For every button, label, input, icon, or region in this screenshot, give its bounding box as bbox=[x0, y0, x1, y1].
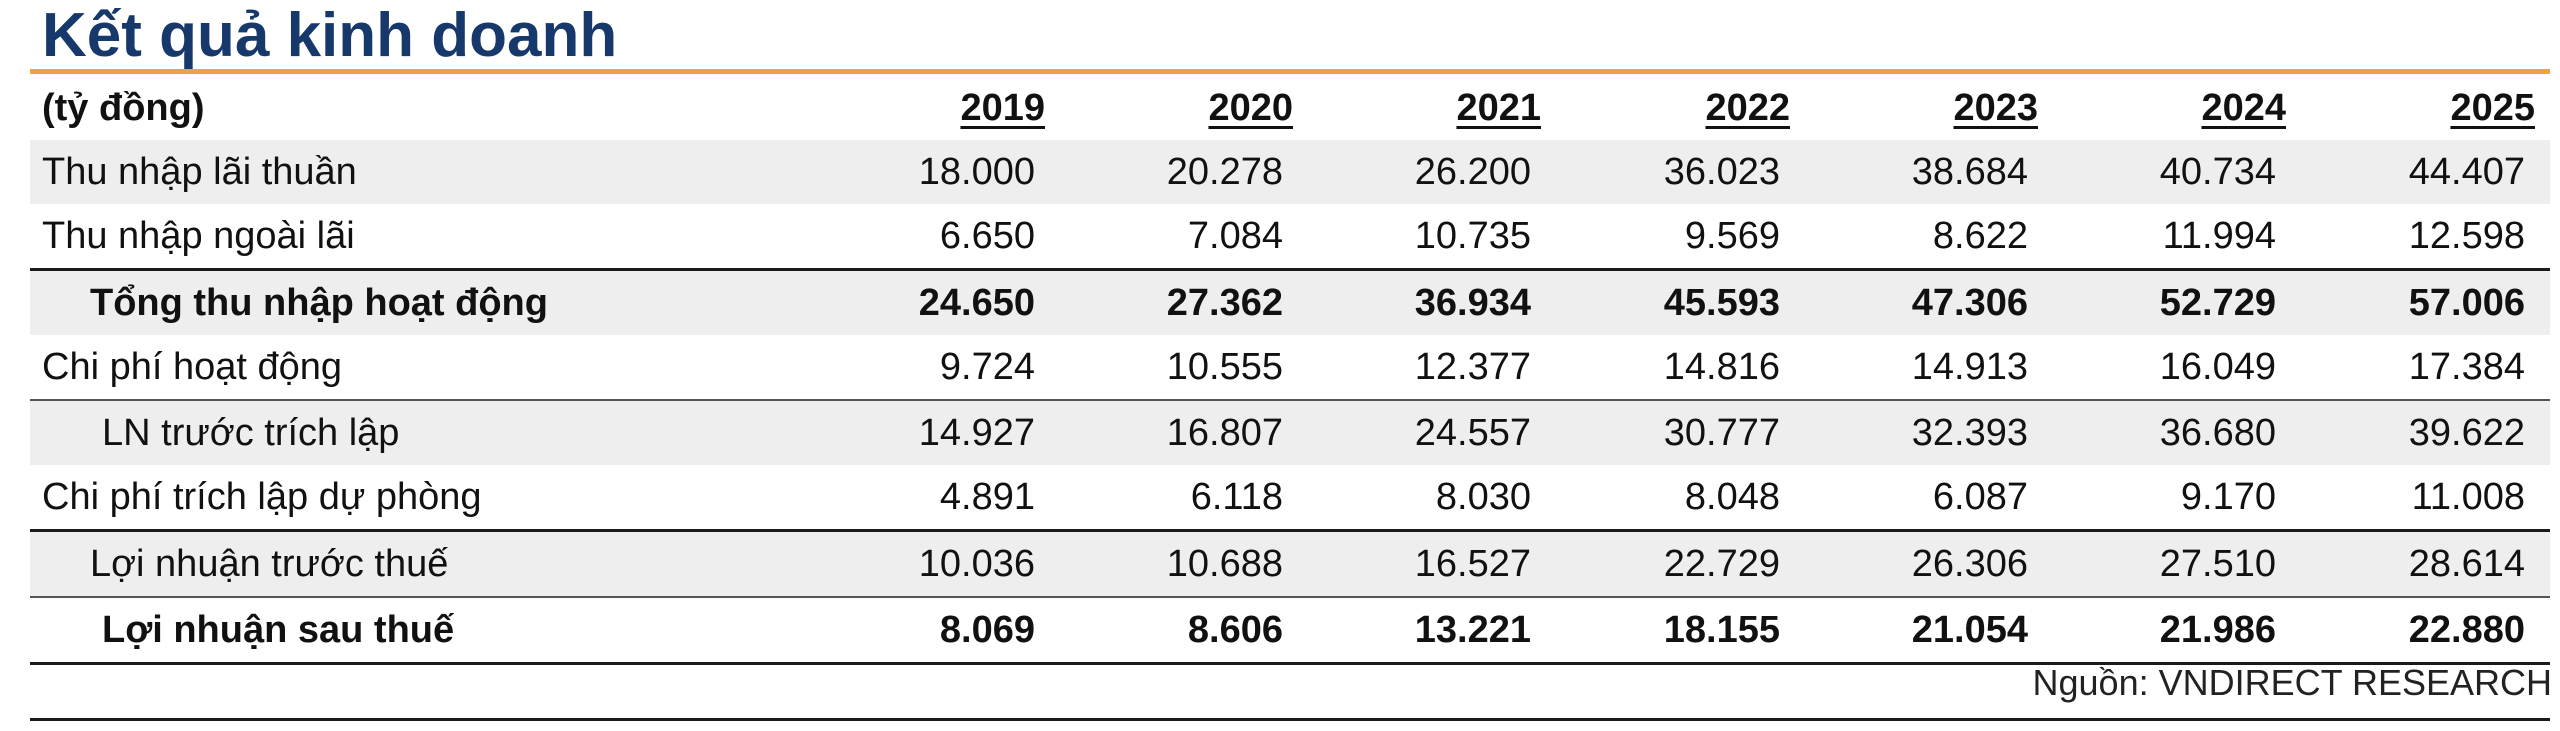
table-cell: 36.023 bbox=[1663, 150, 1780, 193]
table-cell: 8.048 bbox=[1684, 475, 1780, 518]
table-cell: 11.008 bbox=[2411, 475, 2525, 518]
table-cell: 8.622 bbox=[1932, 214, 2028, 257]
table-cell: 39.622 bbox=[2408, 411, 2525, 454]
table-cell: 10.735 bbox=[1414, 214, 1531, 257]
table-cell: 26.200 bbox=[1414, 150, 1531, 193]
table-cell: 8.606 bbox=[1187, 608, 1283, 651]
table-cell: 36.934 bbox=[1414, 281, 1531, 324]
table-cell: 26.306 bbox=[1911, 542, 2028, 585]
table-row-net-interest-income: Thu nhập lãi thuần 18.000 20.278 26.200 … bbox=[30, 140, 2550, 204]
table-row-non-interest-income: Thu nhập ngoài lãi 6.650 7.084 10.735 9.… bbox=[30, 204, 2550, 268]
unit-label: (tỷ đồng) bbox=[42, 86, 205, 129]
table-cell: 52.729 bbox=[2159, 281, 2276, 324]
table-header-row: (tỷ đồng) 2019 2020 2021 2022 2023 2024 … bbox=[30, 76, 2550, 140]
table-cell: 8.069 bbox=[939, 608, 1035, 651]
table-row-provision-expenses: Chi phí trích lập dự phòng 4.891 6.118 8… bbox=[30, 465, 2550, 529]
table-cell: 16.527 bbox=[1414, 542, 1531, 585]
table-row-pre-provision-profit: LN trước trích lập 14.927 16.807 24.557 … bbox=[30, 399, 2550, 465]
table-cell: 14.913 bbox=[1911, 345, 2028, 388]
table-cell: 6.118 bbox=[1190, 475, 1283, 518]
table-cell: 22.729 bbox=[1663, 542, 1780, 585]
table-cell: 16.807 bbox=[1166, 411, 1283, 454]
row-label: Lợi nhuận trước thuế bbox=[90, 542, 449, 585]
row-label: Thu nhập ngoài lãi bbox=[42, 214, 355, 257]
table-cell: 44.407 bbox=[2408, 150, 2525, 193]
table-cell: 10.555 bbox=[1166, 345, 1283, 388]
table-cell: 12.377 bbox=[1414, 345, 1531, 388]
table-cell: 21.986 bbox=[2159, 608, 2276, 651]
table-cell: 40.734 bbox=[2159, 150, 2276, 193]
table-cell: 13.221 bbox=[1414, 608, 1531, 651]
table-cell: 27.362 bbox=[1166, 281, 1283, 324]
year-header: 2023 bbox=[1953, 86, 2038, 129]
table-cell: 9.170 bbox=[2180, 475, 2276, 518]
table-cell: 4.891 bbox=[939, 475, 1035, 518]
row-label: LN trước trích lập bbox=[102, 411, 400, 454]
table-cell: 7.084 bbox=[1187, 214, 1283, 257]
bottom-rule bbox=[30, 718, 2550, 721]
table-cell: 22.880 bbox=[2408, 608, 2525, 651]
table-cell: 6.087 bbox=[1932, 475, 2028, 518]
row-label: Lợi nhuận sau thuế bbox=[102, 608, 455, 651]
source-note: Nguồn: VNDIRECT RESEARCH bbox=[2032, 662, 2553, 703]
table-cell: 36.680 bbox=[2159, 411, 2276, 454]
table-cell: 20.278 bbox=[1166, 150, 1283, 193]
row-label: Tổng thu nhập hoạt động bbox=[90, 281, 548, 324]
table-cell: 28.614 bbox=[2408, 542, 2525, 585]
table-cell: 9.569 bbox=[1684, 214, 1780, 257]
table-cell: 30.777 bbox=[1663, 411, 1780, 454]
table-cell: 10.688 bbox=[1166, 542, 1283, 585]
table-cell: 9.724 bbox=[939, 345, 1035, 388]
table-cell: 8.030 bbox=[1435, 475, 1531, 518]
row-label: Chi phí hoạt động bbox=[42, 345, 343, 388]
table-cell: 27.510 bbox=[2159, 542, 2276, 585]
year-header: 2024 bbox=[2201, 86, 2286, 129]
year-header: 2020 bbox=[1208, 86, 1293, 129]
row-label: Chi phí trích lập dự phòng bbox=[42, 475, 482, 518]
table-cell: 47.306 bbox=[1911, 281, 2028, 324]
year-header: 2025 bbox=[2450, 86, 2535, 129]
table-cell: 38.684 bbox=[1911, 150, 2028, 193]
table-cell: 32.393 bbox=[1911, 411, 2028, 454]
table-row-profit-before-tax: Lợi nhuận trước thuế 10.036 10.688 16.52… bbox=[30, 529, 2550, 596]
row-label: Thu nhập lãi thuần bbox=[42, 150, 357, 193]
page-title: Kết quả kinh doanh bbox=[42, 1, 618, 70]
table-cell: 10.036 bbox=[918, 542, 1035, 585]
table-cell: 21.054 bbox=[1911, 608, 2028, 651]
table-cell: 11.994 bbox=[2162, 214, 2276, 257]
table-cell: 18.000 bbox=[918, 150, 1035, 193]
table-cell: 45.593 bbox=[1663, 281, 1780, 324]
table-cell: 17.384 bbox=[2408, 345, 2525, 388]
table-cell: 18.155 bbox=[1663, 608, 1780, 651]
year-header: 2022 bbox=[1705, 86, 1790, 129]
table-cell: 24.650 bbox=[918, 281, 1035, 324]
table-cell: 57.006 bbox=[2408, 281, 2525, 324]
table-cell: 6.650 bbox=[939, 214, 1035, 257]
title-underline-rule bbox=[30, 69, 2550, 74]
table-row-operating-expenses: Chi phí hoạt động 9.724 10.555 12.377 14… bbox=[30, 335, 2550, 399]
financial-results-table: (tỷ đồng) 2019 2020 2021 2022 2023 2024 … bbox=[30, 76, 2550, 665]
year-header: 2021 bbox=[1456, 86, 1541, 129]
table-cell: 16.049 bbox=[2159, 345, 2276, 388]
year-header: 2019 bbox=[960, 86, 1045, 129]
table-cell: 14.816 bbox=[1663, 345, 1780, 388]
table-cell: 14.927 bbox=[918, 411, 1035, 454]
table-row-profit-after-tax: Lợi nhuận sau thuế 8.069 8.606 13.221 18… bbox=[30, 596, 2550, 665]
table-cell: 12.598 bbox=[2408, 214, 2525, 257]
table-cell: 24.557 bbox=[1414, 411, 1531, 454]
table-row-total-operating-income: Tổng thu nhập hoạt động 24.650 27.362 36… bbox=[30, 268, 2550, 335]
